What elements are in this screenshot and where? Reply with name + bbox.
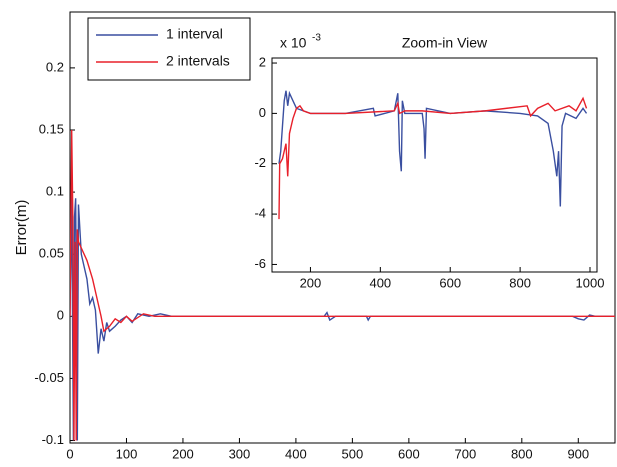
x-tick-label: 600	[439, 275, 461, 290]
y-tick-label: -0.05	[34, 370, 64, 385]
x-tick-label: 800	[511, 446, 533, 461]
scale-exponent: -3	[312, 33, 321, 44]
legend-box	[87, 17, 251, 81]
y-tick-label: -0.1	[42, 432, 64, 447]
y-tick-label: -2	[254, 155, 266, 170]
x-tick-label: 1000	[576, 275, 605, 290]
y-tick-label: 0.1	[46, 184, 64, 199]
legend-label: 2 intervals	[166, 53, 230, 69]
x-tick-label: 900	[567, 446, 589, 461]
x-tick-label: 500	[342, 446, 364, 461]
y-tick-label: 2	[259, 54, 266, 69]
x-tick-label: 300	[229, 446, 251, 461]
x-tick-label: 400	[369, 275, 391, 290]
y-tick-label: -4	[254, 206, 266, 221]
y-tick-label: -6	[254, 256, 266, 271]
y-tick-label: 0	[57, 308, 64, 323]
x-tick-label: 100	[116, 446, 138, 461]
series-line	[278, 90, 588, 207]
scale-label: x 10	[280, 35, 307, 51]
series-line	[70, 192, 615, 441]
legend-label: 1 interval	[166, 26, 223, 42]
y-tick-label: 0.2	[46, 59, 64, 74]
plot-area	[271, 57, 598, 273]
y-tick-label: 0.05	[39, 246, 64, 261]
y-axis-label: Error(m)	[13, 200, 30, 256]
x-tick-label: 200	[300, 275, 322, 290]
x-tick-label: 700	[454, 446, 476, 461]
x-tick-label: 0	[66, 446, 73, 461]
series-line	[278, 96, 588, 220]
series-line	[70, 129, 615, 441]
y-tick-label: 0	[259, 105, 266, 120]
x-tick-label: 800	[509, 275, 531, 290]
inset-title: Zoom-in View	[402, 35, 488, 51]
x-tick-label: 400	[285, 446, 307, 461]
y-tick-label: 0.15	[39, 121, 64, 136]
x-tick-label: 600	[398, 446, 420, 461]
x-tick-label: 200	[172, 446, 194, 461]
